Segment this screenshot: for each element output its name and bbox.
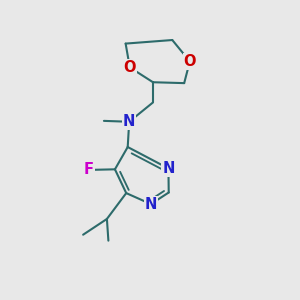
Text: F: F xyxy=(84,162,94,177)
Text: O: O xyxy=(124,60,136,75)
Text: O: O xyxy=(184,54,196,69)
Text: N: N xyxy=(145,196,157,211)
Text: N: N xyxy=(123,114,135,129)
Text: N: N xyxy=(162,161,175,176)
